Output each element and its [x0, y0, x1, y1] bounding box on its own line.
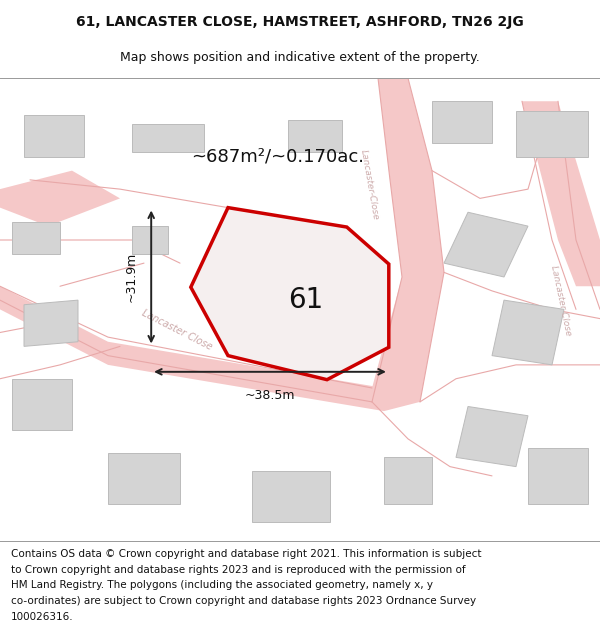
- Text: 61, LANCASTER CLOSE, HAMSTREET, ASHFORD, TN26 2JG: 61, LANCASTER CLOSE, HAMSTREET, ASHFORD,…: [76, 15, 524, 29]
- Polygon shape: [492, 300, 564, 365]
- Text: 100026316.: 100026316.: [11, 611, 73, 621]
- Polygon shape: [456, 406, 528, 467]
- Polygon shape: [516, 111, 588, 157]
- Text: ~31.9m: ~31.9m: [125, 252, 138, 302]
- Polygon shape: [0, 171, 120, 226]
- Text: Lancaster Close: Lancaster Close: [140, 308, 214, 352]
- Polygon shape: [12, 221, 60, 254]
- Polygon shape: [528, 448, 588, 504]
- Polygon shape: [384, 458, 432, 504]
- Polygon shape: [372, 78, 444, 402]
- Polygon shape: [108, 452, 180, 504]
- Polygon shape: [24, 300, 78, 346]
- Polygon shape: [522, 101, 600, 286]
- Polygon shape: [288, 120, 342, 152]
- Text: to Crown copyright and database rights 2023 and is reproduced with the permissio: to Crown copyright and database rights 2…: [11, 564, 466, 574]
- Polygon shape: [132, 124, 204, 152]
- Polygon shape: [12, 379, 72, 429]
- Polygon shape: [0, 286, 420, 411]
- Polygon shape: [444, 213, 528, 277]
- Text: Map shows position and indicative extent of the property.: Map shows position and indicative extent…: [120, 51, 480, 64]
- Text: 61: 61: [289, 286, 323, 314]
- Text: ~687m²/~0.170ac.: ~687m²/~0.170ac.: [191, 148, 364, 166]
- Polygon shape: [228, 244, 288, 296]
- Text: HM Land Registry. The polygons (including the associated geometry, namely x, y: HM Land Registry. The polygons (includin…: [11, 580, 433, 590]
- Text: Lancaster Close: Lancaster Close: [549, 264, 573, 336]
- Polygon shape: [252, 471, 330, 522]
- Text: co-ordinates) are subject to Crown copyright and database rights 2023 Ordnance S: co-ordinates) are subject to Crown copyr…: [11, 596, 476, 606]
- Polygon shape: [432, 101, 492, 143]
- Text: Lancaster-Close: Lancaster-Close: [358, 149, 380, 221]
- Polygon shape: [24, 115, 84, 157]
- Text: Contains OS data © Crown copyright and database right 2021. This information is : Contains OS data © Crown copyright and d…: [11, 549, 481, 559]
- Polygon shape: [132, 226, 168, 254]
- Polygon shape: [191, 208, 389, 379]
- Text: ~38.5m: ~38.5m: [245, 389, 295, 402]
